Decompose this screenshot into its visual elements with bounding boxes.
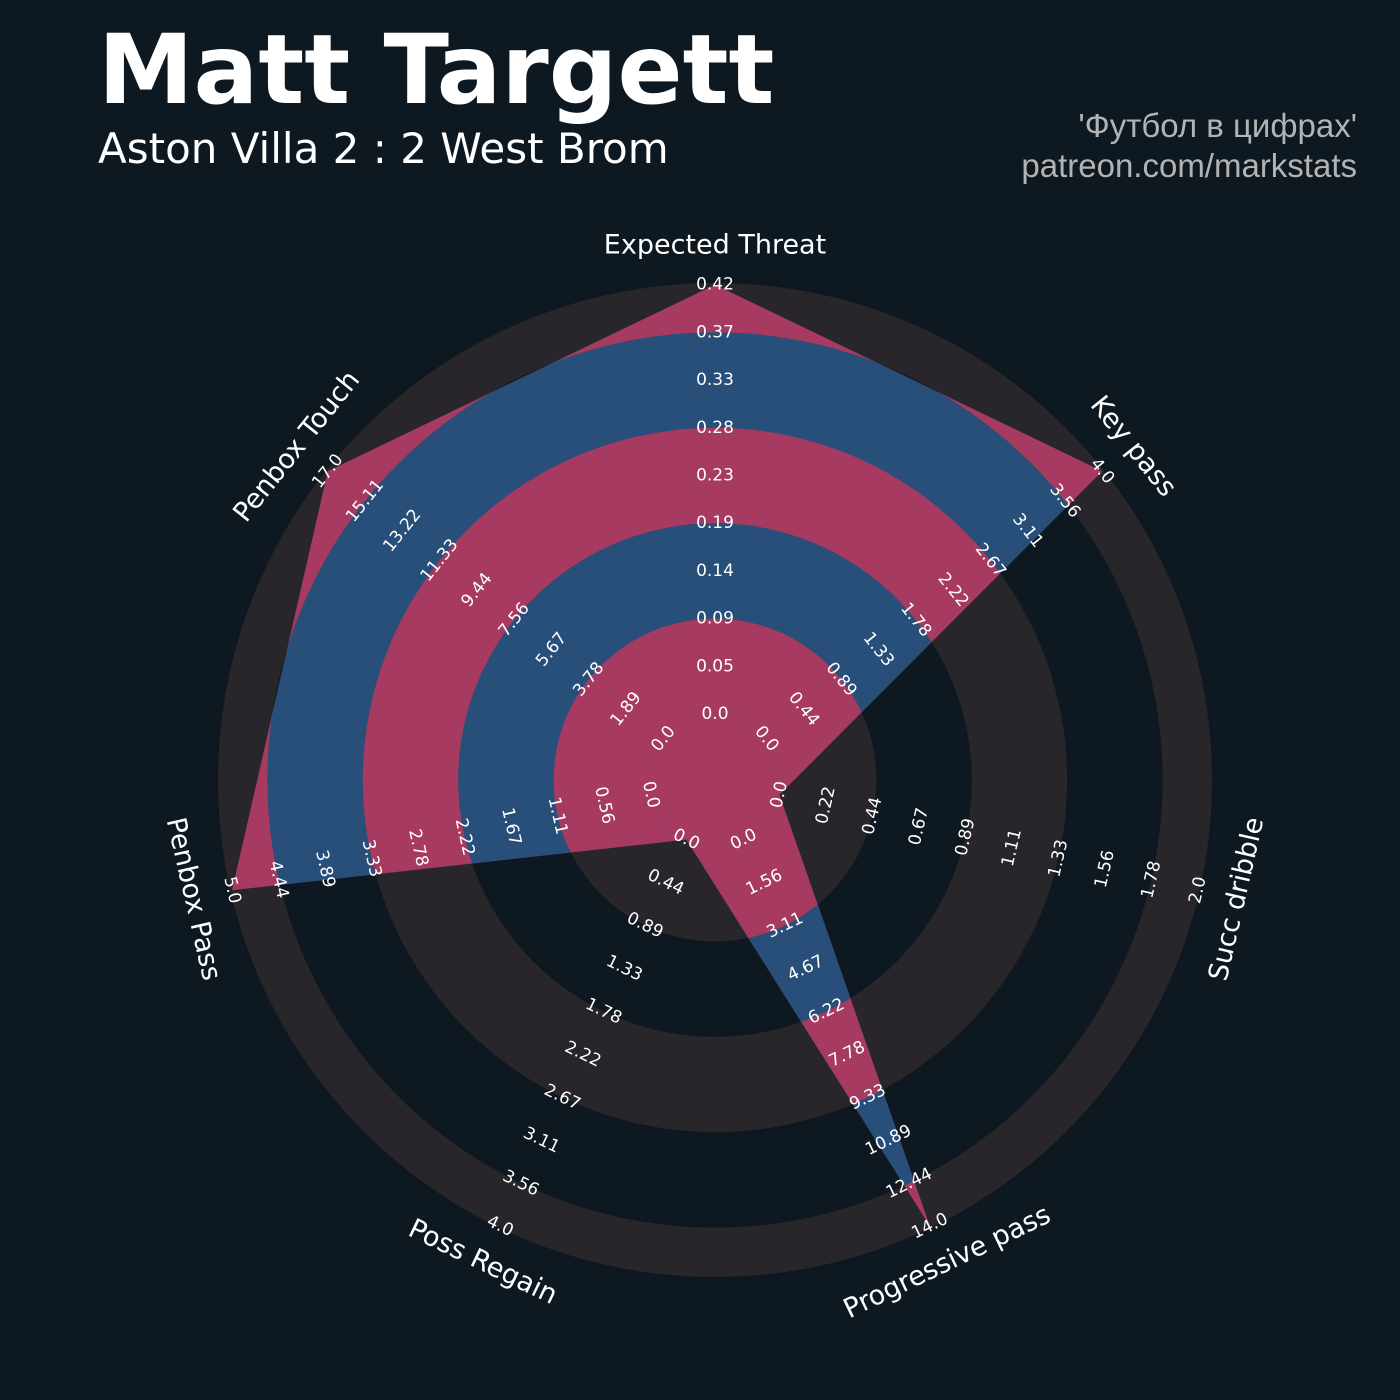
tick-label: 0.19 — [696, 513, 734, 533]
chart-title: Matt Targett — [98, 14, 775, 126]
credit-line-2: patreon.com/markstats — [1021, 146, 1357, 184]
axis-label: Penbox Pass — [160, 815, 227, 984]
tick-label: 0.0 — [701, 704, 728, 724]
tick-label: 0.14 — [696, 561, 734, 581]
tick-label: 0.28 — [696, 418, 734, 438]
tick-label: 0.09 — [696, 609, 734, 629]
tick-label: 0.42 — [696, 275, 734, 295]
tick-label: 0.33 — [696, 370, 734, 390]
highlight-center — [649, 714, 781, 846]
credit-line-1: 'Футбол в цифрах' — [1078, 107, 1357, 144]
tick-label: 0.23 — [696, 466, 734, 486]
axis-label: Succ dribble — [1203, 814, 1270, 983]
chart-subtitle: Aston Villa 2 : 2 West Brom — [98, 124, 669, 173]
tick-label: 0.37 — [696, 322, 734, 342]
axis-label: Expected Threat — [604, 230, 826, 261]
credit: 'Футбол в цифрах' patreon.com/markstats — [1021, 106, 1357, 185]
tick-label: 0.05 — [696, 656, 734, 676]
